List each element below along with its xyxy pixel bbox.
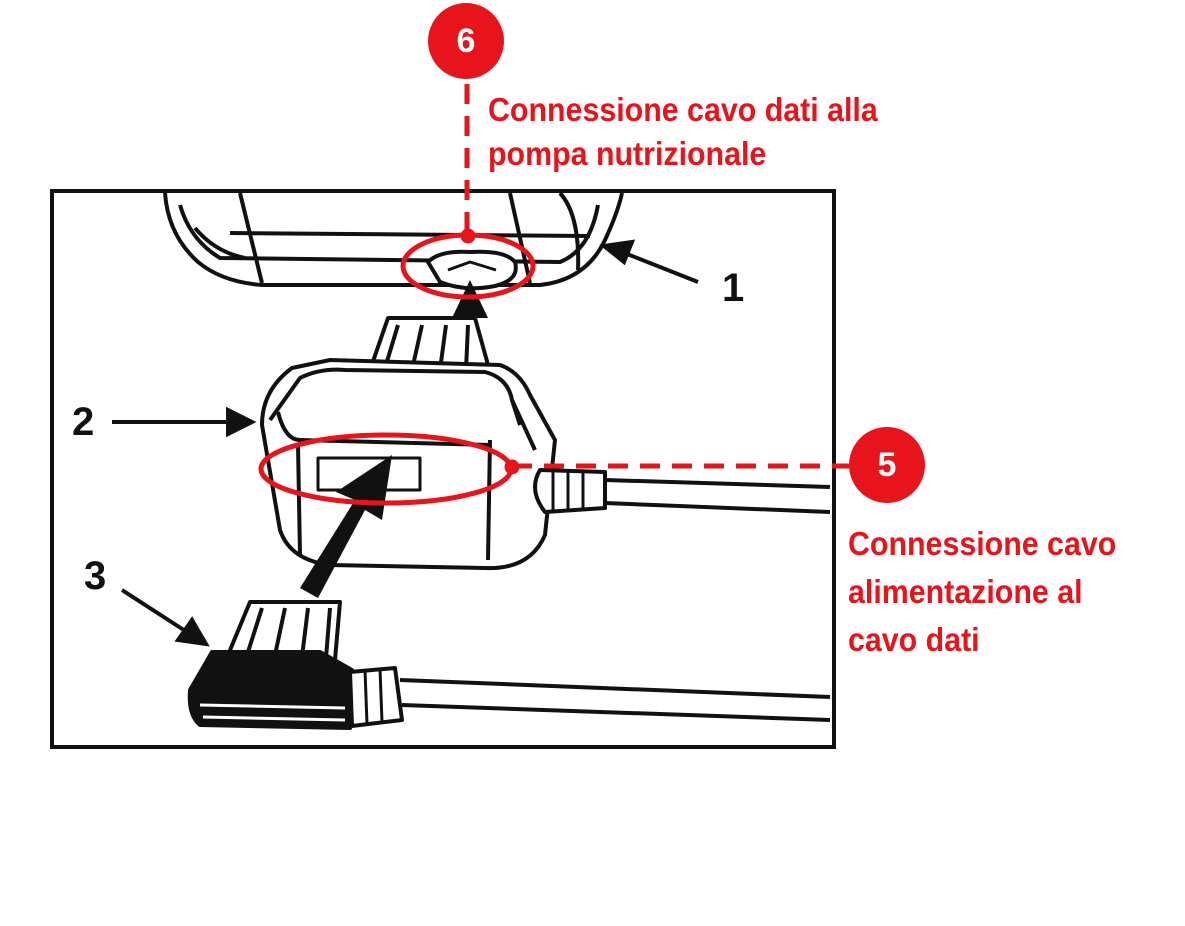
callout-5-badge: 5	[849, 427, 925, 503]
callout-5-label-line-1: Connessione cavo	[848, 525, 1117, 562]
callout-5-label-line-2: alimentazione al	[848, 573, 1083, 610]
callout-6-label-line-1: Connessione cavo dati alla	[488, 91, 878, 128]
callout-5-label: Connessione cavo alimentazione al cavo d…	[848, 520, 1116, 664]
callout-5-label-line-3: cavo dati	[848, 621, 980, 658]
part-leader-arrows	[112, 239, 699, 647]
plug-insert-arrow-adapter	[300, 455, 392, 598]
pump-unit	[163, 191, 624, 291]
part-number-3: 3	[84, 554, 107, 598]
part-number-1: 1	[722, 266, 745, 310]
callout-6-label-line-2: pompa nutrizionale	[488, 135, 767, 172]
part-number-2: 2	[72, 400, 95, 444]
callout-6-badge: 6	[428, 3, 504, 79]
power-cable-plug	[187, 600, 831, 730]
callout-graphics	[258, 84, 850, 506]
callout-6-label: Connessione cavo dati alla pompa nutrizi…	[488, 88, 878, 176]
